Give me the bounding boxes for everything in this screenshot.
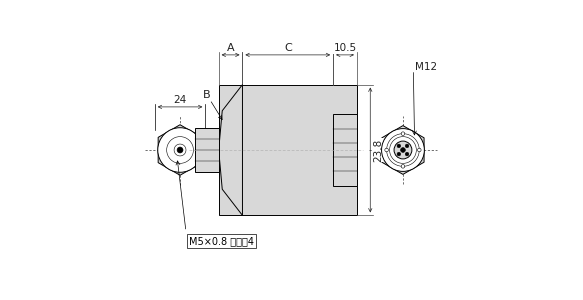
Circle shape — [405, 144, 409, 148]
Circle shape — [401, 148, 405, 152]
Circle shape — [158, 128, 202, 172]
Circle shape — [397, 152, 401, 156]
Bar — [333, 114, 357, 186]
Circle shape — [405, 152, 409, 156]
Circle shape — [397, 144, 401, 148]
Circle shape — [394, 141, 412, 159]
Circle shape — [417, 148, 421, 152]
Text: 24: 24 — [173, 95, 187, 105]
Text: M12: M12 — [415, 62, 437, 72]
Bar — [219, 85, 357, 215]
Circle shape — [401, 165, 405, 168]
Text: 23.8: 23.8 — [374, 138, 384, 162]
Polygon shape — [382, 126, 424, 174]
Circle shape — [401, 132, 405, 135]
Text: A: A — [227, 44, 234, 53]
Bar — [195, 128, 219, 172]
Polygon shape — [158, 125, 202, 175]
Text: 10.5: 10.5 — [333, 44, 357, 53]
Circle shape — [385, 148, 388, 152]
Circle shape — [381, 129, 424, 171]
Polygon shape — [219, 85, 243, 215]
Text: C: C — [284, 44, 292, 53]
Circle shape — [177, 147, 183, 153]
Text: M5×0.8 ねじ深4: M5×0.8 ねじ深4 — [189, 236, 254, 246]
Text: B: B — [203, 90, 210, 100]
